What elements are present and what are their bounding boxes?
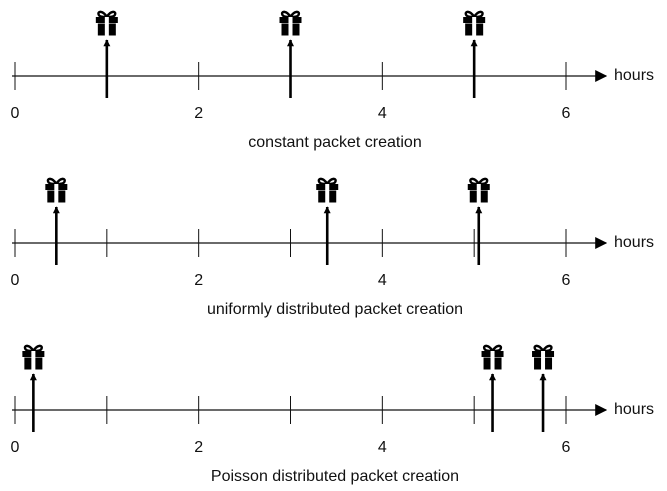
tick-label: 2 — [194, 105, 203, 122]
tick-label: 6 — [562, 272, 571, 289]
axis-label: hours — [614, 401, 654, 418]
tick-label: 6 — [562, 439, 571, 456]
panels: hours 0 2 4 6 constant packet creation hours 0 2… — [11, 10, 654, 485]
gift-icon — [278, 10, 303, 36]
tick-label: 0 — [11, 272, 20, 289]
axis-label: hours — [614, 234, 654, 251]
tick-label: 4 — [378, 105, 387, 122]
gift-icon — [44, 177, 69, 203]
tick-label: 2 — [194, 272, 203, 289]
gift-icon — [531, 344, 556, 370]
gift-icon — [480, 344, 505, 370]
gift-icon — [94, 10, 119, 36]
tick-label: 0 — [11, 105, 20, 122]
timeline: hours 0 2 4 6 uniformly distributed packet cr… — [11, 177, 654, 318]
caption: Poisson distributed packet creation — [211, 468, 459, 485]
tick-label: 2 — [194, 439, 203, 456]
tick-label: 6 — [562, 105, 571, 122]
timeline: hours 0 2 4 6 Poisson distributed packet crea… — [11, 344, 654, 485]
gift-icon — [462, 10, 487, 36]
tick-label: 4 — [378, 439, 387, 456]
gift-icon — [21, 344, 46, 370]
caption: constant packet creation — [248, 134, 421, 151]
gift-icon — [315, 177, 340, 203]
timeline: hours 0 2 4 6 constant packet creation — [11, 10, 654, 151]
tick-label: 4 — [378, 272, 387, 289]
caption: uniformly distributed packet creation — [207, 301, 463, 318]
tick-label: 0 — [11, 439, 20, 456]
gift-icon — [466, 177, 491, 203]
axis-label: hours — [614, 67, 654, 84]
